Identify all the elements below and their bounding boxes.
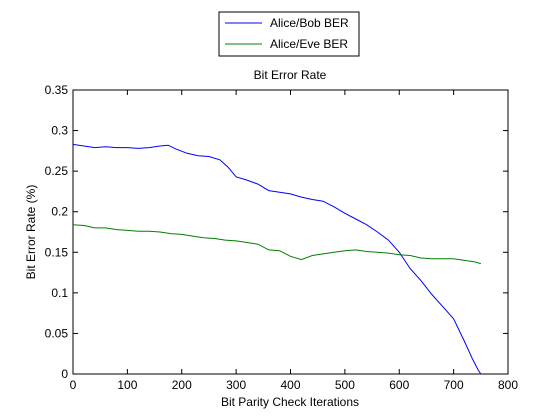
x-tick-label: 700	[444, 378, 464, 392]
legend-label-alice-eve: Alice/Eve BER	[270, 37, 348, 51]
y-tick-label: 0.15	[45, 245, 69, 259]
series-group	[72, 143, 482, 375]
x-tick-label: 300	[226, 378, 246, 392]
y-tick-label: 0.3	[51, 124, 68, 138]
legend-box	[218, 11, 360, 57]
x-axis: 0 100 200 300 400 500 600 700 800	[70, 90, 518, 392]
x-tick-label: 0	[70, 378, 77, 392]
legend: Alice/Bob BER Alice/Eve BER	[218, 11, 360, 57]
x-tick-label: 400	[280, 378, 300, 392]
x-tick-label: 200	[172, 378, 192, 392]
y-tick-label: 0.25	[45, 164, 69, 178]
x-tick-label: 600	[389, 378, 409, 392]
y-tick-label: 0	[61, 367, 68, 381]
x-tick-label: 100	[117, 378, 137, 392]
series-line-alice-bob	[72, 143, 482, 375]
y-tick-label: 0.2	[51, 205, 68, 219]
series-line-alice-eve	[72, 224, 481, 265]
y-tick-label: 0.05	[45, 326, 69, 340]
plot-area	[72, 89, 509, 375]
y-tick-label: 0.1	[51, 286, 68, 300]
y-axis-label: Bit Error Rate (%)	[24, 185, 38, 280]
legend-label-alice-bob: Alice/Bob BER	[270, 16, 349, 30]
x-axis-label: Bit Parity Check Iterations	[221, 395, 359, 409]
x-tick-label: 800	[498, 378, 518, 392]
x-tick-label: 500	[335, 378, 355, 392]
y-tick-label: 0.35	[45, 83, 69, 97]
chart-title: Bit Error Rate	[254, 68, 327, 82]
y-axis: 0 0.05 0.1 0.15 0.2 0.25 0.3 0.35	[45, 83, 508, 381]
